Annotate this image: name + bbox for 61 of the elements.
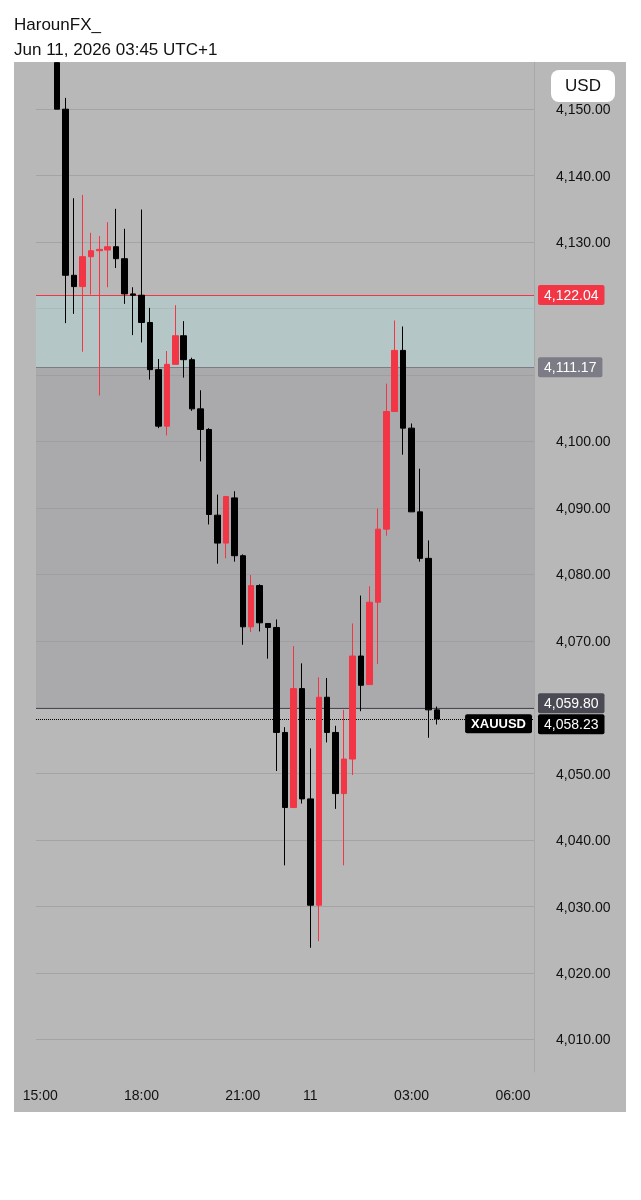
ref-line-label: 4,058.23 xyxy=(544,716,599,733)
annotation: XAUUSD xyxy=(471,716,527,732)
candlestick xyxy=(400,325,406,456)
ref-line-label: 4,059.80 xyxy=(544,695,599,712)
candlestick xyxy=(180,320,187,379)
ref-line-label: 4,111.17 xyxy=(544,359,597,376)
x-tick-label: 18:00 xyxy=(123,1087,160,1103)
candlestick xyxy=(121,228,128,305)
candlestick xyxy=(265,622,271,660)
candlestick xyxy=(282,726,288,866)
y-tick-label: 4,030.00 xyxy=(556,898,611,915)
chart-subtitle: Jun 11, 2026 03:45 UTC+1 xyxy=(14,39,218,61)
candlestick xyxy=(197,389,204,462)
y-tick-label: 4,080.00 xyxy=(556,566,611,583)
candlestick xyxy=(316,676,322,942)
y-tick-label: 4,020.00 xyxy=(556,964,611,981)
ref-line-label: 4,122.04 xyxy=(544,286,599,303)
candlestick xyxy=(164,350,170,436)
candlestick xyxy=(290,645,297,809)
chart-title: HarounFX_ xyxy=(14,14,102,36)
candlestick xyxy=(408,422,415,513)
candlestick xyxy=(147,307,153,381)
candlestick xyxy=(206,427,212,525)
y-tick-label: 4,130.00 xyxy=(556,234,611,251)
candlestick xyxy=(349,622,356,776)
x-tick-label: 03:00 xyxy=(394,1087,430,1103)
x-tick-label: 06:00 xyxy=(495,1087,531,1103)
y-tick-label: 4,010.00 xyxy=(556,1031,611,1048)
candlestick xyxy=(307,747,314,949)
candlestick xyxy=(358,595,364,712)
candlestick xyxy=(54,62,60,110)
y-tick-label: 4,140.00 xyxy=(556,167,611,184)
candlestick xyxy=(375,508,381,665)
candlestick xyxy=(130,286,136,336)
y-tick-label: 4,040.00 xyxy=(556,832,611,849)
candlestick xyxy=(172,304,179,365)
x-tick-label: 21:00 xyxy=(225,1087,261,1103)
candlestick xyxy=(214,494,221,565)
candlestick xyxy=(248,574,254,633)
candlestick xyxy=(62,97,69,324)
candlestick xyxy=(223,495,229,559)
candlestick xyxy=(155,358,162,429)
y-tick-label: 4,050.00 xyxy=(556,765,611,782)
candlestick xyxy=(231,490,238,563)
candlestick xyxy=(256,583,263,632)
y-tick-label: 4,070.00 xyxy=(556,632,611,649)
x-tick-label: 11 xyxy=(303,1087,318,1103)
text: USD xyxy=(551,70,615,102)
candlestick xyxy=(71,197,77,315)
x-tick-label: 15:00 xyxy=(22,1087,58,1103)
candlestick xyxy=(240,553,246,646)
candlestick xyxy=(341,709,347,866)
candlestick xyxy=(332,725,339,810)
candlestick xyxy=(138,209,145,343)
y-tick-label: 4,150.00 xyxy=(556,101,611,118)
candlestick xyxy=(189,357,195,412)
y-tick-label: 4,100.00 xyxy=(556,433,611,450)
candlestick xyxy=(366,585,373,686)
candlestick xyxy=(417,468,423,563)
y-tick-label: 4,090.00 xyxy=(556,499,611,516)
candlestick xyxy=(113,208,119,269)
